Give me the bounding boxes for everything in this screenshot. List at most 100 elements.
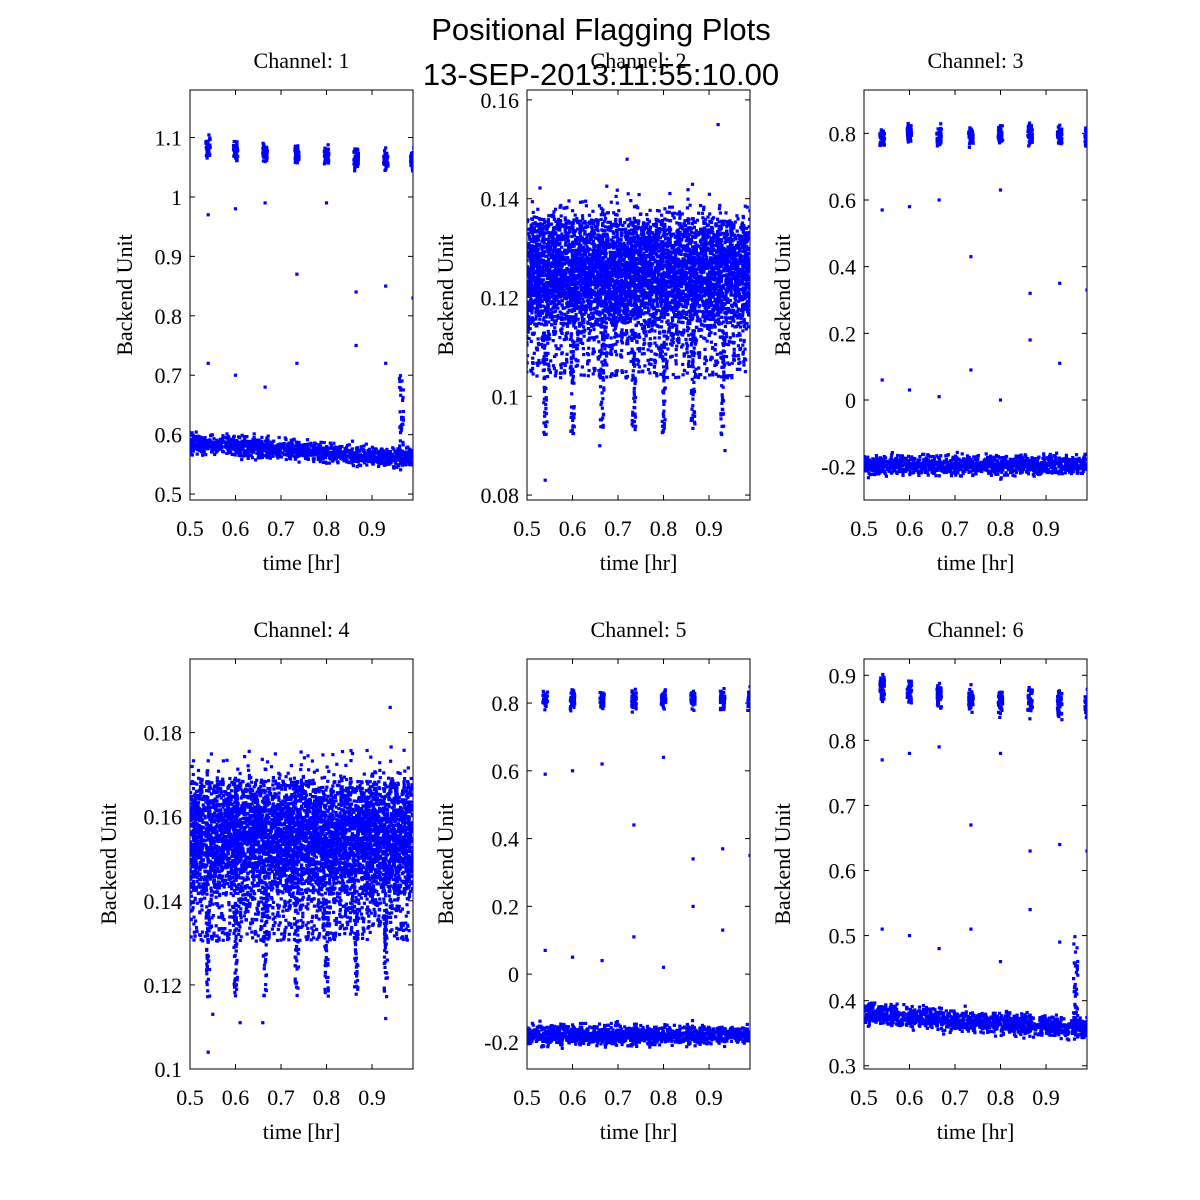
baseline-point — [336, 460, 340, 464]
noise-point — [547, 320, 551, 324]
baseline-point — [271, 454, 275, 458]
noise-point — [703, 230, 707, 234]
cluster-point — [265, 156, 269, 160]
baseline-point — [230, 452, 234, 456]
noise-point — [583, 252, 588, 256]
noise-point — [597, 278, 601, 282]
baseline-point — [374, 451, 378, 455]
noise-point — [678, 216, 682, 220]
noise-point — [596, 218, 600, 222]
noise-point — [538, 305, 542, 309]
spike-point — [401, 395, 405, 400]
baseline-point — [395, 449, 400, 453]
noise-point — [570, 286, 575, 290]
baseline-point — [225, 432, 229, 436]
noise-point — [730, 257, 734, 261]
noise-point — [691, 279, 695, 283]
noise-point — [592, 232, 596, 236]
noise-point — [609, 279, 613, 283]
baseline-point — [302, 450, 306, 455]
noise-point — [724, 318, 728, 322]
noise-point — [670, 299, 674, 303]
noise-point — [724, 292, 728, 296]
baseline-point — [365, 463, 369, 467]
noise-point — [736, 268, 740, 272]
noise-point — [540, 342, 544, 346]
noise-point — [672, 211, 676, 215]
noise-point — [601, 311, 605, 315]
noise-point — [643, 295, 647, 299]
baseline-point — [362, 458, 366, 462]
baseline-point — [288, 451, 292, 455]
baseline-point — [357, 463, 361, 467]
noise-point — [723, 265, 727, 269]
noise-point — [567, 199, 571, 203]
noise-point — [700, 263, 704, 267]
baseline-point — [253, 444, 257, 448]
noise-point — [700, 211, 704, 215]
noise-point — [582, 241, 586, 245]
noise-point — [669, 322, 673, 326]
figure-title-line1: Positional Flagging Plots — [431, 12, 770, 47]
baseline-point — [381, 455, 385, 459]
noise-point — [658, 330, 662, 334]
noise-point — [653, 251, 657, 255]
noise-point — [606, 257, 610, 261]
cluster-point — [383, 156, 387, 161]
spike-point — [398, 431, 403, 435]
cluster-point — [207, 150, 211, 154]
noise-point — [595, 335, 599, 339]
noise-point — [541, 304, 545, 308]
cluster-point — [265, 158, 269, 162]
noise-point — [661, 240, 665, 244]
baseline-point — [324, 460, 328, 464]
baseline-point — [239, 454, 243, 458]
noise-point — [679, 274, 683, 278]
noise-point — [694, 297, 699, 301]
noise-point — [697, 309, 702, 313]
baseline-point — [234, 450, 238, 454]
noise-point — [719, 321, 724, 325]
noise-point — [638, 251, 642, 255]
spike-point — [401, 398, 405, 402]
baseline-point — [347, 443, 351, 447]
baseline-point — [190, 453, 194, 457]
noise-point — [643, 326, 647, 330]
noise-point — [651, 262, 655, 266]
baseline-point — [306, 449, 310, 453]
cluster-point — [205, 153, 209, 157]
noise-point — [692, 225, 696, 229]
baseline-point — [324, 451, 328, 455]
noise-point — [728, 299, 732, 303]
cluster-point — [324, 152, 328, 156]
outlier-point — [233, 207, 238, 211]
noise-point — [701, 227, 705, 231]
noise-point — [732, 308, 736, 312]
noise-point — [546, 270, 550, 274]
baseline-point — [224, 435, 228, 440]
cluster-point — [352, 158, 356, 162]
noise-point — [684, 284, 688, 288]
baseline-point — [377, 464, 381, 468]
baseline-point — [246, 450, 250, 454]
noise-point — [686, 253, 690, 257]
cluster-point — [326, 147, 330, 151]
baseline-point — [300, 448, 304, 452]
noise-point — [562, 296, 567, 300]
noise-point — [619, 298, 623, 302]
baseline-point — [356, 459, 360, 463]
baseline-point — [395, 456, 399, 460]
noise-point — [614, 212, 618, 217]
baseline-point — [334, 456, 338, 460]
noise-point — [540, 247, 544, 251]
noise-point — [604, 280, 608, 284]
cluster-point — [264, 145, 269, 149]
baseline-point — [291, 449, 295, 453]
noise-point — [733, 294, 737, 298]
baseline-point — [206, 444, 210, 449]
baseline-point — [389, 452, 393, 456]
baseline-point — [310, 451, 314, 455]
noise-point — [529, 254, 533, 258]
noise-point — [715, 276, 719, 280]
baseline-point — [255, 451, 259, 455]
